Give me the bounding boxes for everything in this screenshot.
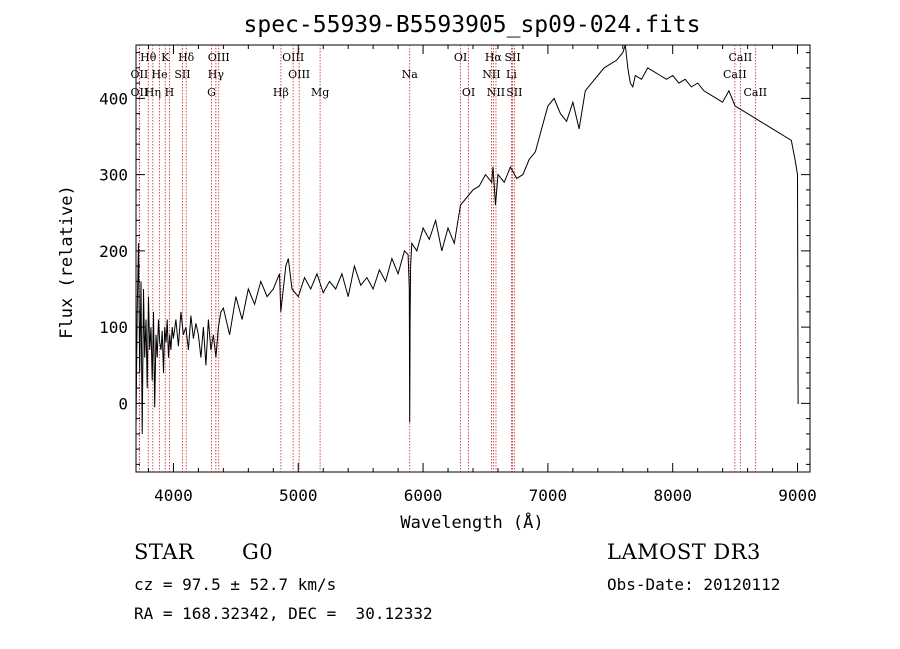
spectrum-series-line <box>135 44 799 434</box>
survey-name: LAMOST DR3 <box>607 540 761 564</box>
line-label-26: CaII <box>723 68 747 81</box>
y-tick-label-4: 400 <box>99 89 128 108</box>
line-label-27: CaII <box>743 86 767 99</box>
line-label-12: Hβ <box>273 86 289 99</box>
coordinates: RA = 168.32342, DEC = 30.12332 <box>134 604 433 623</box>
line-label-8: Hδ <box>178 51 195 64</box>
object-class: STAR <box>134 540 195 564</box>
line-label-6: SII <box>174 68 190 81</box>
x-tick-label-2: 6000 <box>404 486 443 505</box>
spectrum-chart: spec-55939-B5593905_sp09-024.fits Hθ OII O… <box>57 12 817 533</box>
line-label-18: OI <box>462 86 475 99</box>
line-label-15: Mg <box>311 86 329 99</box>
line-label-3: He <box>152 68 168 81</box>
line-label-7: H <box>165 86 175 99</box>
x-axis-label: Wavelength (Å) <box>400 511 543 533</box>
plot-frame <box>135 44 811 473</box>
observation-date: Obs-Date: 20120112 <box>607 575 781 594</box>
x-tick-label-3: 7000 <box>529 486 568 505</box>
x-tick-label-0: 4000 <box>154 486 193 505</box>
line-label-9: OIII <box>208 51 230 64</box>
y-tick-label-2: 200 <box>99 242 128 261</box>
redshift-velocity: cz = 97.5 ± 52.7 km/s <box>134 575 337 594</box>
y-axis-ticks: 0 100 200 300 400 <box>99 52 810 465</box>
line-label-13: OIII <box>282 51 304 64</box>
y-tick-label-0: 0 <box>118 394 128 413</box>
line-label-10: Hγ <box>208 68 225 81</box>
line-label-23: Li <box>506 68 517 81</box>
y-axis-label: Flux (relative) <box>57 185 77 339</box>
line-label-0: Hθ <box>140 51 157 64</box>
line-label-25: CaII <box>729 51 753 64</box>
line-label-21: NII <box>487 86 505 99</box>
y-tick-label-3: 300 <box>99 166 128 185</box>
y-tick-label-1: 100 <box>99 318 128 337</box>
line-label-14: OIII <box>288 68 310 81</box>
line-label-19: Hα <box>485 51 503 64</box>
x-tick-label-4: 8000 <box>653 486 692 505</box>
x-tick-label-5: 9000 <box>778 486 817 505</box>
line-label-4: Hη <box>145 86 161 99</box>
spectral-line-markers <box>138 45 756 472</box>
x-tick-label-1: 5000 <box>279 486 318 505</box>
line-label-22: SII <box>504 51 520 64</box>
line-label-11: G <box>207 86 216 99</box>
line-label-16: Na <box>402 68 419 81</box>
chart-title: spec-55939-B5593905_sp09-024.fits <box>244 12 701 38</box>
line-label-5: K <box>161 51 170 64</box>
line-label-24: SII <box>506 86 522 99</box>
x-axis-ticks: 4000 5000 6000 7000 8000 9000 <box>147 45 817 505</box>
line-label-20: NII <box>482 68 500 81</box>
object-subclass: G0 <box>242 540 274 564</box>
line-label-2: OII <box>131 86 149 99</box>
line-label-1: OII <box>131 68 149 81</box>
line-label-17: OI <box>454 51 467 64</box>
